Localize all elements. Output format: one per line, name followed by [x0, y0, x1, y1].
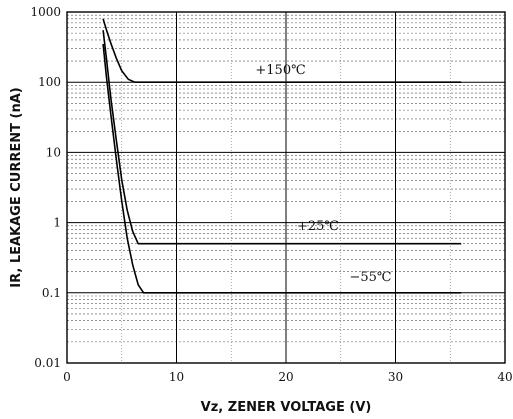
x-tick-label: 0 — [63, 370, 71, 384]
plot-frame — [66, 11, 506, 364]
x-tick-label: 40 — [497, 370, 512, 384]
y-tick-labels: 1000 100 10 1 0.1 0.01 — [30, 5, 61, 370]
x-axis-title: Vz, ZENER VOLTAGE (V) — [201, 400, 372, 415]
y-tick-label: 0.01 — [34, 356, 61, 370]
series-line — [102, 30, 462, 245]
minor-gridlines — [67, 12, 505, 363]
series-curves — [102, 18, 462, 294]
y-tick-label: 0.1 — [42, 286, 61, 300]
series-label: +25℃ — [297, 219, 339, 234]
series-label: −55℃ — [350, 270, 392, 285]
x-tick-label: 30 — [388, 370, 403, 384]
x-tick-label: 20 — [278, 370, 293, 384]
y-tick-label: 1 — [53, 216, 61, 230]
x-tick-label: 10 — [169, 370, 184, 384]
series-labels: +150℃ +25℃ −55℃ — [255, 63, 391, 285]
x-tick-labels: 0 10 20 30 40 — [63, 370, 512, 384]
y-tick-label: 100 — [38, 75, 61, 89]
series-line — [102, 43, 462, 294]
series-label: +150℃ — [255, 63, 305, 78]
y-tick-label: 1000 — [30, 5, 61, 19]
y-tick-label: 10 — [46, 145, 61, 159]
y-axis-title: IR, LEAKAGE CURRENT (nA) — [9, 87, 24, 287]
series-line — [102, 18, 462, 83]
